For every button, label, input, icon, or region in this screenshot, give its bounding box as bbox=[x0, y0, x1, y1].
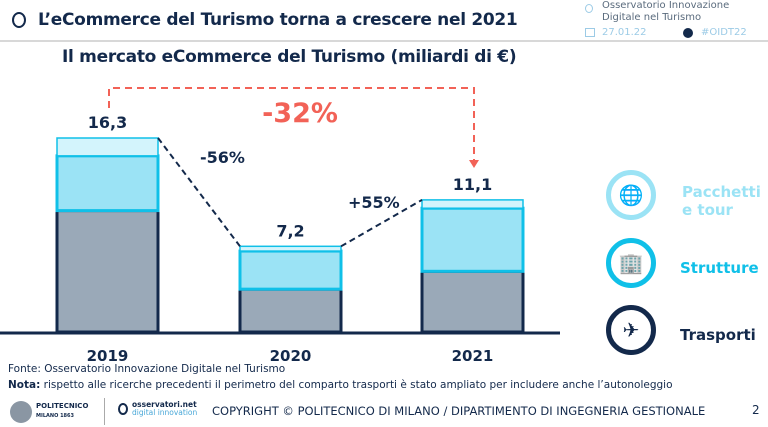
change-label-2019-2021: -32% bbox=[262, 98, 338, 129]
legend-label-2: e tour bbox=[682, 201, 733, 219]
bar-segment-strutture-2019 bbox=[55, 154, 160, 213]
legend-strutture: Strutture bbox=[680, 259, 759, 277]
change-label-2020: -56% bbox=[200, 148, 245, 167]
polimi-text: POLITECNICO bbox=[36, 402, 89, 410]
bar-segment-pacchetti-e-tour-2019 bbox=[56, 137, 159, 157]
change-label-2021: +55% bbox=[348, 193, 400, 212]
note-label: Nota: bbox=[8, 379, 41, 391]
category-label-2019: 2019 bbox=[87, 347, 129, 365]
page-number: 2 bbox=[752, 403, 760, 417]
building-icon: 🏢 bbox=[606, 238, 656, 288]
note-text: rispetto alle ricerche precedenti il per… bbox=[40, 379, 673, 391]
observatory-icon bbox=[585, 4, 593, 13]
observatory-line1: Osservatorio Innovazione bbox=[602, 0, 730, 11]
observatory-line2: Digitale nel Turismo bbox=[602, 12, 702, 23]
osservatori-sub: digital innovation bbox=[132, 408, 198, 417]
source-note: Fonte: Osservatorio Innovazione Digitale… bbox=[8, 363, 286, 375]
category-label-2020: 2020 bbox=[270, 347, 312, 365]
polimi-sub: MILANO 1863 bbox=[36, 413, 74, 419]
magnifier-logo-icon bbox=[12, 12, 26, 28]
bar-segment-trasporti-2021 bbox=[420, 269, 525, 334]
date: 27.01.22 bbox=[602, 27, 647, 38]
bar-segment-pacchetti-e-tour-2020 bbox=[239, 245, 342, 252]
bar-segment-strutture-2020 bbox=[238, 249, 343, 291]
legend-trasporti: Trasporti bbox=[680, 326, 756, 344]
trend-line-2020-2021 bbox=[340, 199, 423, 248]
hashtag-icon bbox=[683, 28, 693, 38]
copyright: COPYRIGHT © POLITECNICO DI MILANO / DIPA… bbox=[212, 404, 706, 418]
header-bar bbox=[0, 0, 768, 42]
calendar-icon bbox=[585, 28, 595, 37]
bar-segment-strutture-2021 bbox=[420, 206, 525, 273]
category-label-2021: 2021 bbox=[452, 347, 494, 365]
bar-segment-trasporti-2020 bbox=[238, 287, 343, 334]
hashtag: #OIDT22 bbox=[701, 27, 747, 38]
total-label-2021: 11,1 bbox=[453, 175, 492, 194]
bar-segment-pacchetti-e-tour-2021 bbox=[421, 199, 524, 209]
camera-globe-icon: 🌐 bbox=[606, 170, 656, 220]
observatory-name: Osservatorio Innovazione Digitale nel Tur… bbox=[602, 0, 729, 24]
slide-title: L’eCommerce del Turismo torna a crescere… bbox=[38, 10, 518, 30]
osservatori-logo-icon bbox=[118, 403, 128, 415]
legend-label: Pacchetti bbox=[682, 183, 761, 201]
trend-line-2019-2020 bbox=[157, 137, 241, 247]
footer-divider bbox=[104, 398, 105, 425]
bar-segment-trasporti-2019 bbox=[55, 209, 160, 334]
total-label-2020: 7,2 bbox=[276, 221, 304, 240]
arrow-down-icon bbox=[469, 160, 479, 168]
chart-title: Il mercato eCommerce del Turismo (miliar… bbox=[62, 47, 517, 67]
osservatori-logo: osservatori.net digital innovation bbox=[132, 401, 197, 417]
politecnico-logo: POLITECNICO MILANO 1863 bbox=[36, 402, 88, 421]
plane-truck-icon: ✈ bbox=[606, 305, 656, 355]
total-label-2019: 16,3 bbox=[88, 113, 127, 132]
note: Nota: rispetto alle ricerche precedenti … bbox=[8, 379, 673, 391]
osservatori-text: osservatori.net bbox=[132, 400, 197, 409]
politecnico-seal-icon bbox=[10, 401, 32, 423]
comparison-bracket bbox=[108, 87, 475, 162]
legend-pacchetti: Pacchetti e tour bbox=[682, 183, 761, 219]
